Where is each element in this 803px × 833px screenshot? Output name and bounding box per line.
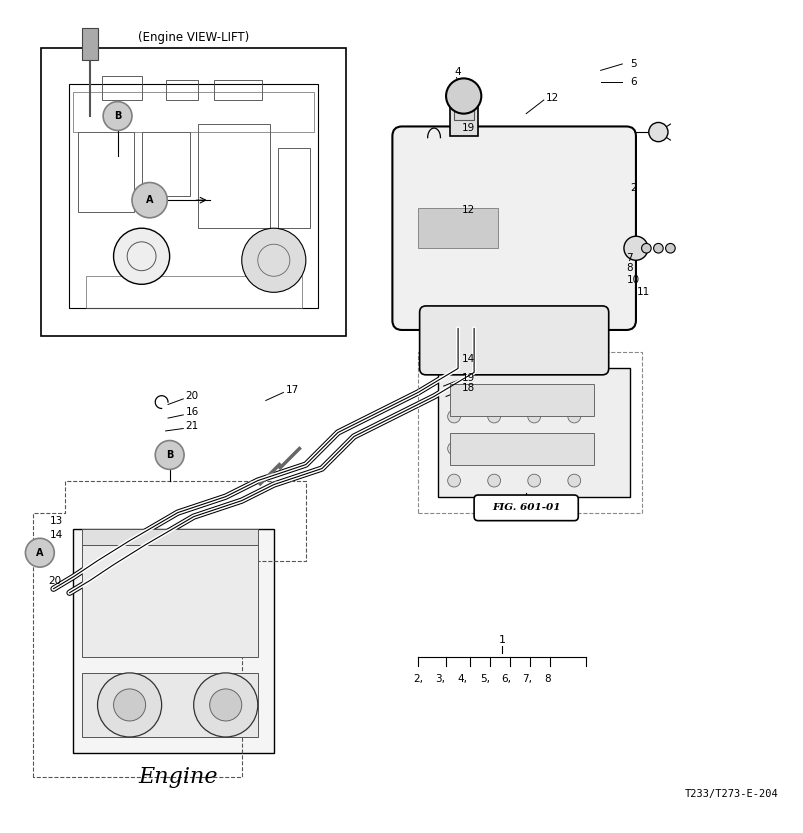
FancyBboxPatch shape xyxy=(419,306,608,375)
Circle shape xyxy=(447,410,460,423)
Circle shape xyxy=(446,78,481,113)
Bar xyxy=(81,673,258,737)
Text: 6,: 6, xyxy=(500,675,511,685)
Circle shape xyxy=(653,243,662,253)
Text: 14: 14 xyxy=(50,530,63,540)
Text: 3,: 3, xyxy=(435,675,445,685)
Text: B: B xyxy=(114,111,121,121)
Bar xyxy=(85,277,301,308)
Text: 13: 13 xyxy=(50,516,63,526)
Circle shape xyxy=(567,474,580,487)
Bar xyxy=(69,84,317,308)
Circle shape xyxy=(155,441,184,469)
Text: 15: 15 xyxy=(454,97,467,107)
Bar xyxy=(42,48,345,337)
Circle shape xyxy=(97,673,161,737)
Circle shape xyxy=(567,442,580,455)
Circle shape xyxy=(113,689,145,721)
Text: 14: 14 xyxy=(462,354,475,364)
Circle shape xyxy=(527,442,540,455)
Text: 2: 2 xyxy=(630,183,636,193)
Bar xyxy=(450,432,593,465)
Bar xyxy=(73,529,274,753)
Text: 3: 3 xyxy=(454,83,460,93)
Text: A: A xyxy=(36,548,43,558)
Circle shape xyxy=(487,410,500,423)
Circle shape xyxy=(194,673,258,737)
Circle shape xyxy=(487,442,500,455)
Circle shape xyxy=(623,237,647,260)
Circle shape xyxy=(113,228,169,284)
Bar xyxy=(454,100,474,120)
Circle shape xyxy=(527,410,540,423)
Text: 18: 18 xyxy=(462,383,475,393)
Circle shape xyxy=(567,410,580,423)
Bar xyxy=(214,80,262,100)
Text: 16: 16 xyxy=(185,407,198,417)
Text: 21: 21 xyxy=(185,421,198,431)
Circle shape xyxy=(447,474,460,487)
Text: FIG. 601-01: FIG. 601-01 xyxy=(491,503,560,512)
Text: 10: 10 xyxy=(626,275,638,285)
Text: 19: 19 xyxy=(462,373,475,383)
Circle shape xyxy=(641,243,650,253)
Bar xyxy=(278,148,309,228)
Text: 1: 1 xyxy=(498,635,505,645)
Text: 8: 8 xyxy=(544,675,550,685)
Circle shape xyxy=(132,182,167,217)
Text: 8: 8 xyxy=(626,263,632,273)
Bar xyxy=(438,368,630,496)
Text: 12: 12 xyxy=(462,205,475,215)
Text: 4: 4 xyxy=(454,67,460,77)
Text: 2,: 2, xyxy=(413,675,422,685)
Text: 11: 11 xyxy=(636,287,649,297)
Text: (Engine VIEW-LIFT): (Engine VIEW-LIFT) xyxy=(138,31,249,44)
Text: 19: 19 xyxy=(462,123,475,133)
Text: 17: 17 xyxy=(286,385,299,395)
Bar xyxy=(101,76,141,100)
Bar xyxy=(73,92,313,132)
Text: T233/T273-E-204: T233/T273-E-204 xyxy=(684,790,777,800)
Circle shape xyxy=(648,122,667,142)
Text: B: B xyxy=(165,450,173,460)
Bar xyxy=(450,385,593,416)
Circle shape xyxy=(103,102,132,131)
Circle shape xyxy=(487,474,500,487)
Circle shape xyxy=(26,538,54,567)
FancyBboxPatch shape xyxy=(392,127,635,330)
Text: 20: 20 xyxy=(185,392,198,402)
FancyBboxPatch shape xyxy=(474,495,577,521)
Text: A: A xyxy=(145,195,153,205)
Text: 5: 5 xyxy=(630,59,636,69)
Bar xyxy=(77,132,133,212)
Bar xyxy=(81,529,258,545)
Text: 7: 7 xyxy=(626,253,632,263)
Circle shape xyxy=(665,243,675,253)
Bar xyxy=(81,545,258,657)
Circle shape xyxy=(527,474,540,487)
Text: 20: 20 xyxy=(48,576,61,586)
Text: 6: 6 xyxy=(630,77,636,87)
Text: Engine: Engine xyxy=(138,766,217,788)
Bar xyxy=(418,352,642,512)
Circle shape xyxy=(210,689,242,721)
Bar xyxy=(165,80,198,100)
Bar xyxy=(141,132,190,196)
Text: 4,: 4, xyxy=(458,675,467,685)
Bar xyxy=(450,104,478,136)
Text: 12: 12 xyxy=(545,92,559,102)
Text: 5,: 5, xyxy=(479,675,490,685)
Bar xyxy=(81,28,97,60)
Circle shape xyxy=(242,228,305,292)
Bar xyxy=(418,208,498,248)
Circle shape xyxy=(447,442,460,455)
Text: 7,: 7, xyxy=(521,675,532,685)
Bar xyxy=(198,124,270,228)
